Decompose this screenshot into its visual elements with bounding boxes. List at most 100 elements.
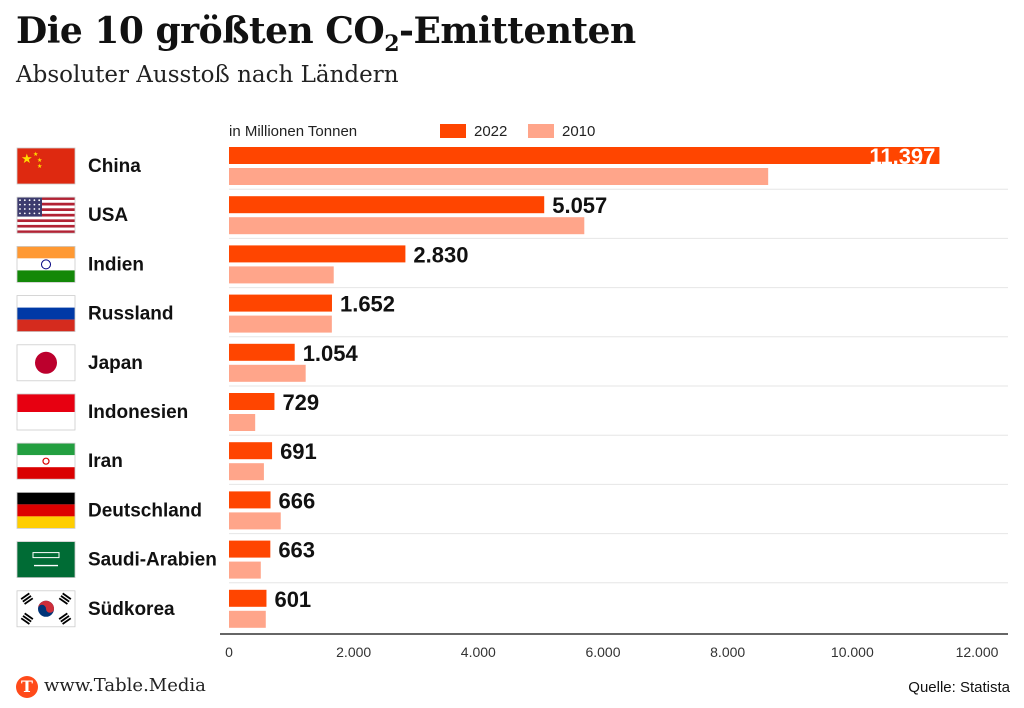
category-label: Deutschland: [88, 500, 202, 521]
x-tick-label: 0: [225, 644, 233, 660]
flag-border: [16, 541, 76, 578]
flag-stripe: [17, 199, 75, 203]
flag-stripe: [17, 208, 75, 212]
flag-border: [16, 147, 76, 185]
bar-2022: [229, 393, 275, 410]
data-label-2022: 1.652: [340, 292, 395, 317]
flag-bar: [22, 595, 32, 603]
flag-emblem: [42, 457, 50, 465]
flag-stripe: [17, 412, 75, 430]
flag-star: [38, 212, 41, 215]
source-note: Quelle: Statista: [908, 679, 1010, 696]
chart-subtitle: Absoluter Ausstoß nach Ländern: [16, 62, 399, 88]
bar-2022: [229, 245, 406, 263]
category-label: Russland: [88, 304, 174, 325]
flag-stripe: [17, 295, 75, 308]
legend-unit-label: in Millionen Tonnen: [229, 123, 357, 140]
china-flag: ★ ★★★: [16, 147, 76, 185]
flag-border: [16, 196, 76, 234]
flag-stripe: [17, 202, 75, 206]
x-tick-label: 2.000: [336, 644, 371, 660]
saudi-arabia-flag: [16, 541, 76, 578]
south-korea-flag: [16, 590, 76, 628]
category-label: Saudi-Arabien: [88, 550, 217, 571]
bar-2010: [229, 463, 264, 481]
flag-bar: [60, 595, 70, 603]
flag-taeguk-red: [38, 600, 54, 613]
footer-url[interactable]: www.Table.Media: [44, 675, 206, 696]
flag-canton: [17, 197, 42, 217]
flag-bar: [22, 615, 32, 623]
flag-chakra: [41, 259, 51, 270]
legend-label-2022: 2022: [474, 123, 507, 140]
flag-star: [33, 208, 36, 210]
category-label: Indonesien: [88, 402, 188, 423]
flag-border: [16, 590, 76, 628]
flag-stripe: [17, 213, 75, 217]
bar-2010: [229, 315, 332, 333]
flag-stripe: [17, 270, 75, 283]
flag-bar: [58, 612, 68, 620]
flag-stripe: [17, 394, 75, 412]
bar-2010: [229, 168, 769, 185]
flag-bar: [62, 592, 72, 600]
flag-border: [16, 344, 76, 382]
bar-2022: [229, 343, 295, 361]
flag-bar: [60, 615, 70, 623]
flag-border: [16, 491, 76, 529]
flag-stripe: [17, 504, 75, 517]
flag-stripe: [17, 222, 75, 225]
flag-bar: [24, 612, 34, 620]
data-label-2022: 5.057: [552, 193, 607, 218]
bar-2022: [229, 147, 940, 164]
flag-stripe: [17, 307, 75, 320]
title-subscript: 2: [384, 31, 400, 57]
flag-stripe: [17, 197, 75, 200]
category-label: China: [88, 156, 141, 177]
flag-trigram: [58, 592, 72, 605]
flag-star: [33, 203, 36, 206]
flag-stripe: [17, 246, 75, 259]
flag-stripe: [17, 455, 75, 468]
usa-flag: [16, 196, 76, 234]
flag-star: [23, 212, 26, 215]
flag-stripe: [17, 224, 75, 228]
flag-star: [23, 208, 26, 210]
bar-2010: [229, 561, 261, 579]
germany-flag: [16, 491, 76, 529]
data-label-2022: 666: [279, 488, 316, 513]
flag-star: [23, 199, 26, 202]
flag-border: [16, 295, 76, 333]
category-label: Iran: [88, 451, 123, 472]
x-tick-label: 4.000: [461, 644, 496, 660]
flag-border: [16, 245, 76, 283]
bar-2022: [229, 442, 273, 460]
india-flag: [16, 245, 76, 283]
flag-star: [19, 212, 21, 215]
title-text: Die 10 größten CO: [16, 10, 385, 52]
indonesia-flag: [16, 393, 76, 431]
flag-stripe: [17, 319, 75, 332]
data-label-2022: 663: [278, 538, 315, 563]
flag-stripe: [17, 205, 75, 209]
title-text-end: -Emittenten: [399, 10, 636, 52]
legend-swatch-2010: [528, 124, 554, 138]
bar-2010: [229, 414, 256, 431]
flag-star: [28, 212, 31, 215]
flag-field: [17, 541, 75, 578]
flag-stripe: [17, 258, 75, 271]
data-label-2022: 2.830: [413, 242, 468, 267]
flag-bar: [20, 617, 30, 625]
flag-star: [19, 203, 21, 206]
data-label-2022: 11.397: [869, 144, 935, 169]
flag-stripe: [17, 443, 75, 456]
flag-border: [16, 442, 76, 480]
flag-star: ★: [37, 157, 42, 164]
x-tick-label: 6.000: [585, 644, 620, 660]
flag-star: ★: [33, 151, 38, 158]
bar-2022: [229, 294, 332, 312]
category-label: Südkorea: [88, 599, 175, 620]
bar-2022: [229, 540, 271, 558]
bar-2010: [229, 610, 266, 628]
bar-2010: [229, 217, 585, 235]
